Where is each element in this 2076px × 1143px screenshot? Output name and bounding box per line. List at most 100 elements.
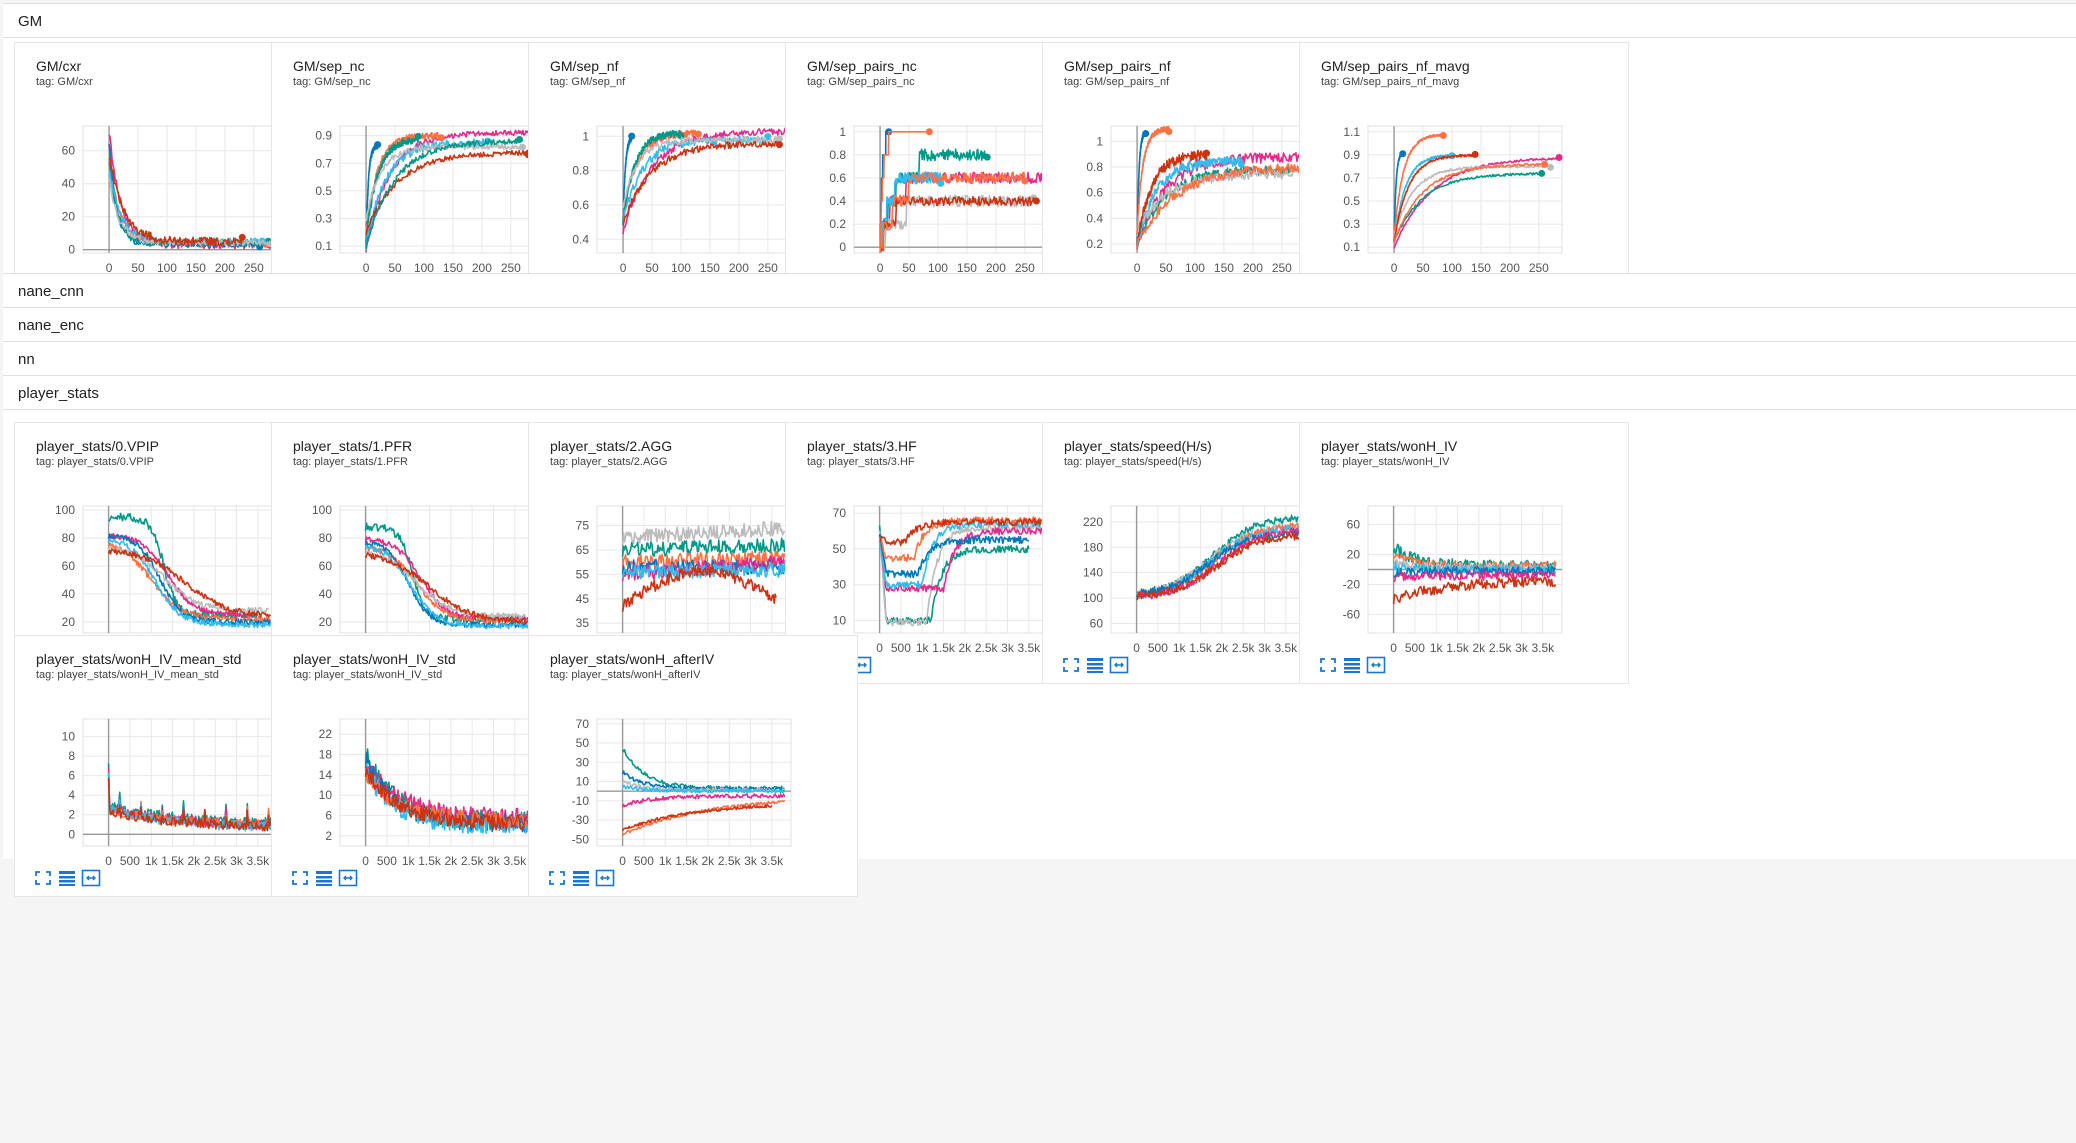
section-header[interactable]: player_stats: [3, 376, 2076, 410]
series-line[interactable]: [1393, 171, 1543, 243]
series-end-marker[interactable]: [516, 136, 524, 144]
series-line[interactable]: [621, 799, 786, 837]
series-end-marker[interactable]: [414, 132, 422, 140]
series-end-marker[interactable]: [437, 134, 445, 142]
series-line[interactable]: [365, 138, 521, 249]
series-line[interactable]: [621, 804, 773, 832]
series-line[interactable]: [365, 149, 529, 236]
series-line[interactable]: [1136, 149, 1208, 250]
series-line[interactable]: [365, 143, 523, 222]
series-line[interactable]: [1136, 531, 1300, 600]
series-end-marker[interactable]: [1546, 163, 1554, 171]
data-table-button[interactable]: [57, 869, 81, 891]
series-line[interactable]: [1392, 576, 1557, 605]
section-header[interactable]: nane_cnn: [3, 274, 2076, 308]
series-end-marker[interactable]: [1032, 197, 1040, 205]
series-end-marker[interactable]: [1538, 169, 1546, 177]
series-end-marker[interactable]: [374, 141, 382, 149]
series-line[interactable]: [108, 178, 272, 247]
series-end-marker[interactable]: [1142, 130, 1150, 138]
series-line[interactable]: [1393, 153, 1476, 243]
chart-plot[interactable]: 0 50 100 150 200 250 0.2 0.4 0.6 0.8 1: [1043, 43, 1373, 305]
series-end-marker[interactable]: [1471, 150, 1479, 158]
series-line[interactable]: [879, 131, 930, 248]
series-line[interactable]: [1136, 168, 1295, 237]
series-line[interactable]: [107, 548, 272, 618]
chart-plot[interactable]: 0 500 1k 1.5k 2k 2.5k 3k 3.5k -50 -30 -10 10 30 50 70: [529, 636, 859, 898]
series-end-marker[interactable]: [925, 128, 933, 136]
series-line[interactable]: [108, 170, 264, 246]
data-table-button[interactable]: [571, 869, 595, 891]
chart-plot[interactable]: 0 500 1k 1.5k 2k 2.5k 3k 3.5k 2 6 10 14 18 22: [272, 636, 602, 898]
fullscreen-button[interactable]: [290, 869, 314, 891]
series-line[interactable]: [621, 537, 786, 557]
series-line[interactable]: [878, 534, 1029, 579]
fullscreen-button[interactable]: [1318, 656, 1342, 678]
series-end-marker[interactable]: [775, 141, 783, 149]
series-line[interactable]: [1393, 570, 1556, 582]
chart-plot[interactable]: 0 50 100 150 200 250 0.4 0.6 0.8 1: [529, 43, 859, 305]
fit-domain-button[interactable]: [1109, 656, 1133, 678]
series-line[interactable]: [1393, 132, 1445, 237]
series-end-marker[interactable]: [1439, 131, 1447, 139]
series-line[interactable]: [1136, 162, 1306, 250]
series-end-marker[interactable]: [775, 135, 783, 143]
fit-domain-button[interactable]: [1366, 656, 1390, 678]
section-header[interactable]: nn: [3, 342, 2076, 376]
series-end-marker[interactable]: [1203, 149, 1211, 157]
series-end-marker[interactable]: [1555, 153, 1563, 161]
series-line[interactable]: [621, 520, 786, 545]
section-header[interactable]: GM: [3, 4, 2076, 38]
series-line[interactable]: [107, 538, 272, 629]
chart-plot[interactable]: 0 50 100 150 200 250 0 0.2 0.4 0.6 0.8 1: [786, 43, 1116, 305]
series-line[interactable]: [879, 517, 1043, 547]
chart-plot[interactable]: 0 50 100 150 200 250 0.1 0.3 0.5 0.7 0.9 1.1: [1300, 43, 1630, 305]
series-line[interactable]: [1136, 155, 1243, 250]
series-end-marker[interactable]: [1541, 160, 1549, 168]
chart-plot[interactable]: 0 50 100 150 200 250 0.1 0.3 0.5 0.7 0.9: [272, 43, 602, 305]
data-table-button[interactable]: [1342, 656, 1366, 678]
series-line[interactable]: [622, 135, 781, 209]
series-end-marker[interactable]: [518, 143, 526, 151]
series-end-marker[interactable]: [694, 130, 702, 138]
series-end-marker[interactable]: [677, 132, 685, 140]
data-table-button[interactable]: [314, 869, 338, 891]
fullscreen-button[interactable]: [33, 869, 57, 891]
chart-plot[interactable]: 0 50 100 150 200 250 0 20 40 60: [15, 43, 345, 305]
fit-domain-button[interactable]: [595, 869, 619, 891]
data-table-button[interactable]: [1085, 656, 1109, 678]
series-line[interactable]: [364, 550, 527, 620]
series-end-marker[interactable]: [1399, 150, 1407, 158]
chart-plot[interactable]: 0 500 1k 1.5k 2k 2.5k 3k 3.5k 10 30 50 70: [786, 423, 1116, 685]
series-line[interactable]: [107, 777, 272, 832]
series-line[interactable]: [879, 171, 1026, 253]
series-line[interactable]: [878, 527, 1043, 593]
series-line[interactable]: [1393, 164, 1551, 237]
series-line[interactable]: [621, 749, 786, 791]
series-end-marker[interactable]: [1165, 128, 1173, 136]
series-end-marker[interactable]: [628, 132, 636, 140]
series-line[interactable]: [1393, 162, 1545, 243]
chart-plot[interactable]: 0 500 1k 1.5k 2k 2.5k 3k 3.5k 0 2 4 6 8 10: [15, 636, 345, 898]
series-line[interactable]: [879, 171, 1043, 253]
series-end-marker[interactable]: [937, 179, 945, 187]
section-header[interactable]: nane_enc: [3, 308, 2076, 342]
series-end-marker[interactable]: [238, 233, 246, 241]
series-line[interactable]: [364, 766, 529, 831]
series-line[interactable]: [1136, 125, 1170, 234]
series-line[interactable]: [1393, 565, 1557, 579]
chart-plot[interactable]: 0 500 1k 1.5k 2k 2.5k 3k 3.5k -60 -20 20 60: [1300, 423, 1630, 685]
fullscreen-button[interactable]: [1061, 656, 1085, 678]
chart-plot[interactable]: 0 500 1k 1.5k 2k 2.5k 3k 3.5k 60 100 140 180 220: [1043, 423, 1373, 685]
series-end-marker[interactable]: [1237, 160, 1245, 168]
series-line[interactable]: [621, 566, 777, 612]
series-line[interactable]: [364, 536, 529, 623]
series-line[interactable]: [622, 140, 781, 226]
series-line[interactable]: [621, 784, 786, 794]
series-line[interactable]: [621, 793, 786, 808]
series-line[interactable]: [878, 516, 1043, 563]
series-line[interactable]: [364, 552, 529, 624]
series-line[interactable]: [364, 544, 529, 630]
series-line[interactable]: [621, 561, 786, 580]
series-line[interactable]: [108, 157, 244, 247]
